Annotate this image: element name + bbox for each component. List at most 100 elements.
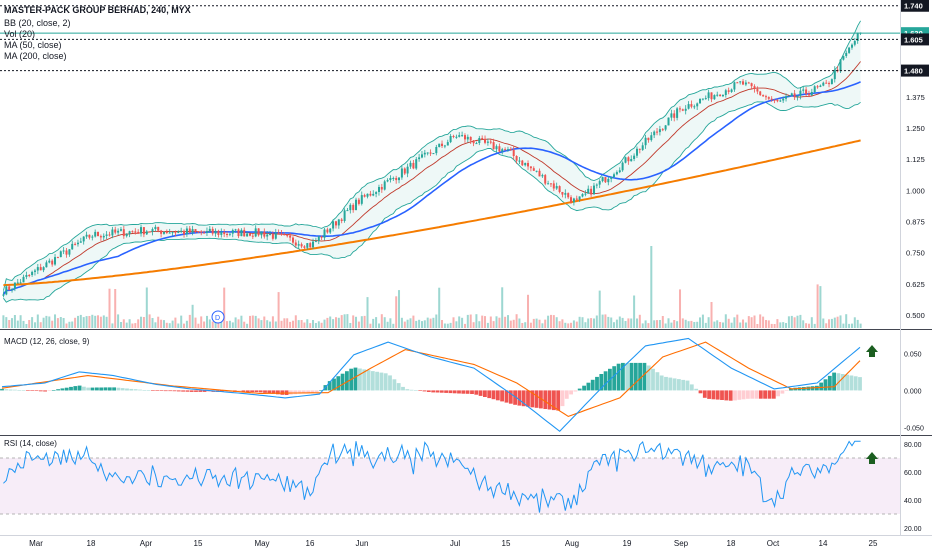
candle-body: [13, 282, 16, 289]
macd-histogram-bar: [573, 390, 578, 392]
volume-bar: [165, 322, 168, 328]
macd-histogram-bar: [582, 385, 586, 391]
macd-histogram-bar: [375, 371, 379, 391]
volume-bar: [481, 315, 484, 328]
macd-histogram-bar: [280, 390, 285, 395]
macd-histogram-bar: [840, 374, 845, 391]
candle-body: [140, 227, 143, 234]
candle-body: [432, 153, 435, 155]
volume-bar: [263, 316, 266, 328]
volume-bar: [650, 246, 653, 328]
volume-bar: [409, 318, 412, 328]
volume-bar: [85, 316, 88, 328]
volume-bar: [819, 286, 822, 328]
volume-bar: [449, 322, 452, 328]
volume-bar: [191, 304, 194, 328]
volume-bar: [555, 317, 558, 328]
macd-histogram-bar: [297, 390, 302, 394]
volume-bar: [765, 320, 768, 328]
volume-bar: [16, 320, 19, 328]
candle-body: [475, 143, 478, 145]
volume-bar: [498, 317, 501, 328]
volume-bar: [380, 314, 383, 328]
macd-histogram-bar: [659, 375, 664, 391]
legend-ma50[interactable]: MA (50, close): [4, 40, 62, 50]
volume-bar: [512, 319, 515, 328]
rsi-label[interactable]: RSI (14, close): [4, 439, 57, 448]
candle-body: [627, 157, 630, 162]
macd-histogram-bar: [698, 390, 703, 394]
candle-body: [257, 228, 260, 236]
legend-bb[interactable]: BB (20, close, 2): [4, 18, 71, 28]
volume-bar: [326, 317, 329, 328]
volume-bar: [435, 314, 438, 328]
volume-bar: [122, 319, 125, 328]
macd-histogram-bar: [483, 390, 487, 397]
volume-bar: [28, 320, 31, 328]
candle-body: [237, 229, 240, 237]
candle-body: [335, 221, 338, 226]
volume-bar: [713, 321, 716, 328]
volume-bar: [363, 315, 366, 328]
macd-histogram-bar: [461, 390, 466, 394]
macd-histogram-bar: [776, 390, 780, 397]
volume-bar: [724, 314, 727, 328]
macd-histogram-bar: [586, 382, 591, 391]
candle-body: [779, 100, 782, 102]
candle-body: [283, 234, 286, 236]
candle-body: [88, 234, 91, 238]
candle-body: [82, 236, 85, 242]
candle-body: [550, 183, 553, 185]
price-tick: 1.375: [906, 93, 925, 102]
volume-bar: [641, 323, 644, 328]
volume-bar: [79, 314, 82, 328]
macd-label[interactable]: MACD (12, 26, close, 9): [4, 337, 90, 346]
candle-body: [271, 234, 274, 239]
candle-body: [151, 229, 154, 232]
volume-bar: [521, 323, 524, 328]
candle-body: [2, 294, 5, 296]
candle-body: [246, 233, 249, 237]
candle-body: [31, 271, 34, 275]
ma200-line: [3, 139, 861, 287]
candle-body: [601, 177, 604, 182]
macd-histogram-bar: [668, 377, 673, 391]
volume-bar: [472, 322, 475, 328]
candle-body: [234, 229, 237, 231]
volume-bar: [561, 319, 564, 328]
volume-bar: [277, 292, 280, 328]
candle-body: [701, 98, 704, 100]
volume-bar: [567, 323, 570, 328]
macd-histogram-bar: [724, 390, 729, 401]
candle-body: [48, 260, 51, 263]
macd-histogram-bar: [159, 390, 164, 391]
volume-bar: [851, 323, 854, 328]
volume-bar: [421, 321, 424, 328]
legend-vol[interactable]: Vol (20): [4, 29, 36, 39]
volume-bar: [550, 314, 553, 328]
candle-body: [464, 135, 467, 140]
candle-body: [398, 177, 401, 181]
macd-histogram-bar: [590, 379, 595, 391]
time-axis-label: Oct: [767, 539, 780, 548]
volume-bar: [346, 314, 349, 328]
candle-body: [587, 188, 590, 194]
macd-histogram-bar: [362, 369, 367, 391]
candle-body: [512, 149, 515, 156]
macd-histogram-bar: [353, 367, 358, 391]
volume-bar: [131, 323, 134, 328]
candle-body: [300, 244, 303, 247]
volume-bar: [180, 315, 183, 328]
candle-body: [466, 136, 469, 140]
candle-body: [62, 250, 65, 252]
macd-histogram-bar: [151, 390, 155, 391]
candle-body: [194, 229, 197, 232]
macd-histogram-bar: [858, 377, 862, 391]
macd-histogram-bar: [603, 371, 608, 391]
legend-ma200[interactable]: MA (200, close): [4, 51, 67, 61]
macd-histogram-bar: [646, 365, 651, 391]
candle-body: [690, 104, 693, 107]
volume-bar: [375, 317, 378, 328]
candle-body: [65, 250, 68, 255]
